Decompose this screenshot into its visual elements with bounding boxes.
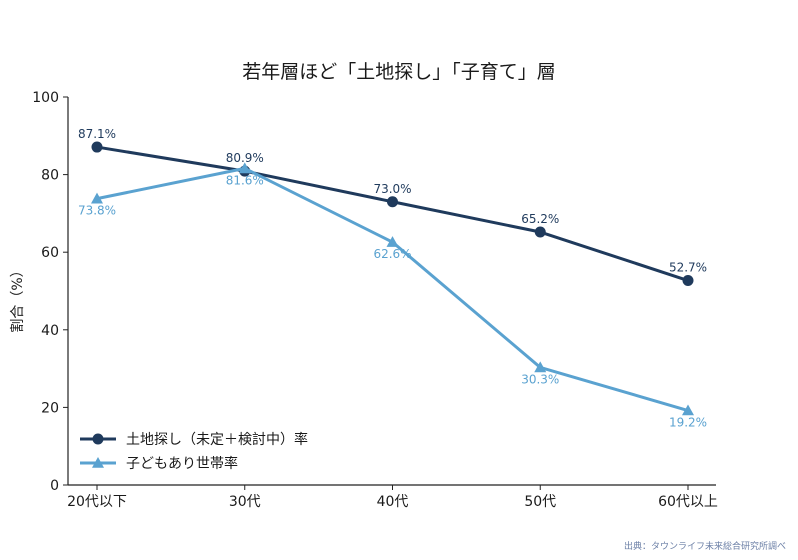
y-axis: 0 20 40 60 80 100 [32,90,69,494]
legend-marker [92,457,104,468]
data-point [682,404,694,416]
y-tick-label: 0 [50,478,59,494]
y-axis-label: 割合（%） [9,263,26,332]
data-point [238,162,251,174]
y-tick-label: 60 [41,245,59,261]
data-point [534,226,546,238]
source-note: 出典：タウンライフ未来総合研究所調べ [623,542,786,552]
x-tick-label: 20代以下 [67,494,127,510]
data-label: 80.9% [226,151,264,165]
data-label: 87.1% [78,127,116,141]
data-label: 65.2% [521,212,559,226]
x-tick-label: 50代 [524,494,556,510]
data-label: 62.6% [373,247,411,261]
y-tick-label: 80 [41,168,59,184]
series-layer: 87.1% 80.9% 73.0% 65.2% 52.7% 73.8% 81.6% 62.6%… [78,127,707,429]
data-point [682,275,694,287]
data-point [91,192,103,204]
legend-label: 子どもあり世帯率 [126,455,238,472]
x-axis: 20代以下 30代 40代 50代 60代以上 [67,484,718,510]
x-tick-label: 40代 [377,494,409,510]
data-point [387,196,398,208]
data-label: 19.2% [669,416,707,430]
legend-label: 土地探し（未定＋検討中）率 [126,431,308,448]
data-label: 73.0% [373,182,411,196]
x-tick-label: 30代 [229,494,261,510]
data-point [91,141,103,153]
legend-marker [92,433,104,445]
data-label: 30.3% [521,372,559,386]
data-point [534,361,547,373]
y-tick-label: 20 [41,400,59,416]
data-point [386,236,399,247]
x-tick-label: 60代以上 [658,494,718,510]
y-tick-label: 40 [41,323,59,339]
data-label: 52.7% [669,261,707,275]
chart-title: 若年層ほど「土地探し」「子育て」層 [242,61,556,83]
y-tick-label: 100 [32,90,59,106]
data-label: 73.8% [78,204,116,218]
data-label: 81.6% [226,173,264,187]
